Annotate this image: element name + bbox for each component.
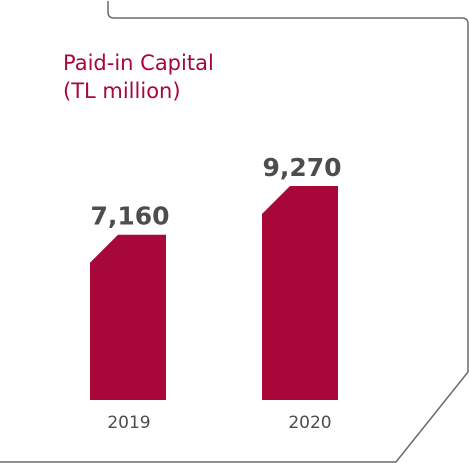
bar-2019	[90, 234, 166, 400]
tick-labels-layer: 2019 2020	[107, 413, 331, 433]
data-label-2020: 9,270	[262, 153, 341, 182]
x-tick-label-2020: 2020	[288, 413, 331, 433]
data-label-2019: 7,160	[90, 202, 169, 231]
chart-subtitle: (TL million)	[63, 79, 181, 103]
x-tick-label-2019: 2019	[107, 413, 150, 433]
bars-layer	[90, 186, 338, 400]
chart-title: Paid-in Capital	[63, 51, 214, 75]
value-labels-layer: 7,160 9,270	[90, 153, 341, 231]
bar-2020	[262, 186, 338, 400]
